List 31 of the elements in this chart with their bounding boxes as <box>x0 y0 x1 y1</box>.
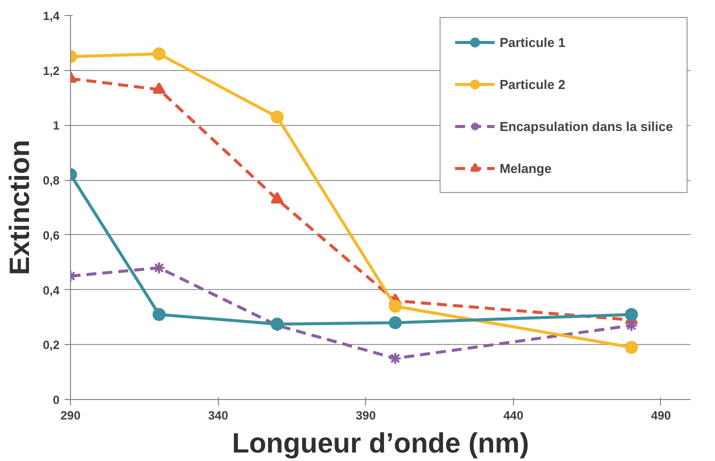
point <box>152 47 166 60</box>
point <box>152 308 166 321</box>
point <box>388 352 402 365</box>
legend-label: Particule 2 <box>500 76 566 92</box>
y-tick-label: 0 <box>52 393 60 407</box>
x-tick-label: 390 <box>356 408 376 422</box>
point <box>388 300 402 313</box>
y-tick-label: 1 <box>52 118 60 133</box>
point <box>152 82 166 94</box>
y-tick-label: 1,2 <box>42 64 60 78</box>
point <box>624 308 638 321</box>
point <box>270 192 284 204</box>
x-tick-label: 490 <box>650 408 672 422</box>
legend-label: Melange <box>500 160 552 176</box>
y-tick-label: 0,8 <box>42 174 60 188</box>
x-tick-label: 290 <box>60 408 81 422</box>
y-tick-label: 1,4 <box>42 9 60 23</box>
point <box>624 318 638 332</box>
x-tick-label: 340 <box>208 408 228 422</box>
point <box>624 340 638 354</box>
legend-label: Encapsulation dans la silice <box>500 118 673 134</box>
x-axis-title: Longueur d’onde (nm) <box>232 428 530 458</box>
x-tick-label: 440 <box>503 408 524 422</box>
point <box>270 110 284 124</box>
point <box>388 316 402 330</box>
legend-label: Particule 1 <box>500 34 566 50</box>
y-tick-label: 0,6 <box>42 228 60 242</box>
y-axis-title: Extinction <box>4 140 35 276</box>
y-tick-label: 0,2 <box>42 338 60 352</box>
point <box>152 261 166 274</box>
y-tick-label: 0,4 <box>42 283 60 298</box>
